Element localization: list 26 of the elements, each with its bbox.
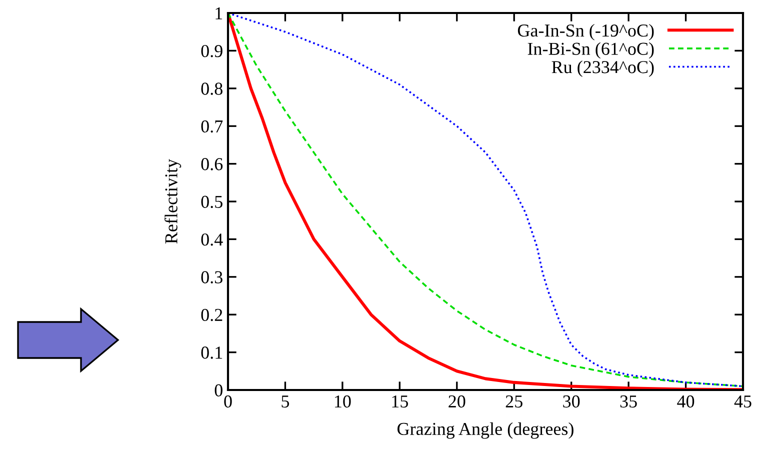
x-tick-label: 20 (448, 395, 466, 408)
x-axis-title: Grazing Angle (degrees) (398, 422, 574, 439)
legend-label: Ru (2334^oC) (552, 60, 654, 77)
legend-label: Ga-In-Sn (-19^oC) (518, 24, 654, 40)
x-tick-label: 35 (620, 395, 637, 408)
x-tick-label: 10 (335, 395, 351, 408)
y-tick-label: 0.1 (201, 346, 222, 359)
y-tick-label: 0.5 (201, 196, 222, 208)
y-tick-label: 0.3 (201, 271, 222, 284)
y-tick-label: 0 (214, 384, 222, 396)
y-tick-label: 0.9 (201, 44, 222, 58)
x-tick-label: 40 (677, 395, 694, 408)
y-tick-label: 1 (216, 7, 222, 20)
y-tick-label: 0.7 (201, 120, 223, 133)
y-tick-label: 0.6 (201, 158, 223, 170)
y-axis-title: Reflectivity (164, 158, 182, 244)
y-tick-label: 0.4 (201, 233, 223, 246)
x-tick-label: 15 (392, 395, 408, 408)
x-tick-label: 0 (224, 395, 232, 408)
y-tick-label: 0.8 (201, 82, 222, 95)
x-tick-label: 30 (563, 395, 580, 408)
y-tick-label: 0.2 (201, 308, 222, 322)
x-tick-label: 25 (506, 395, 522, 408)
x-tick-label: 5 (282, 396, 290, 408)
legend-label: In-Bi-Sn (61^oC) (528, 42, 654, 59)
x-tick-label: 45 (734, 396, 752, 408)
